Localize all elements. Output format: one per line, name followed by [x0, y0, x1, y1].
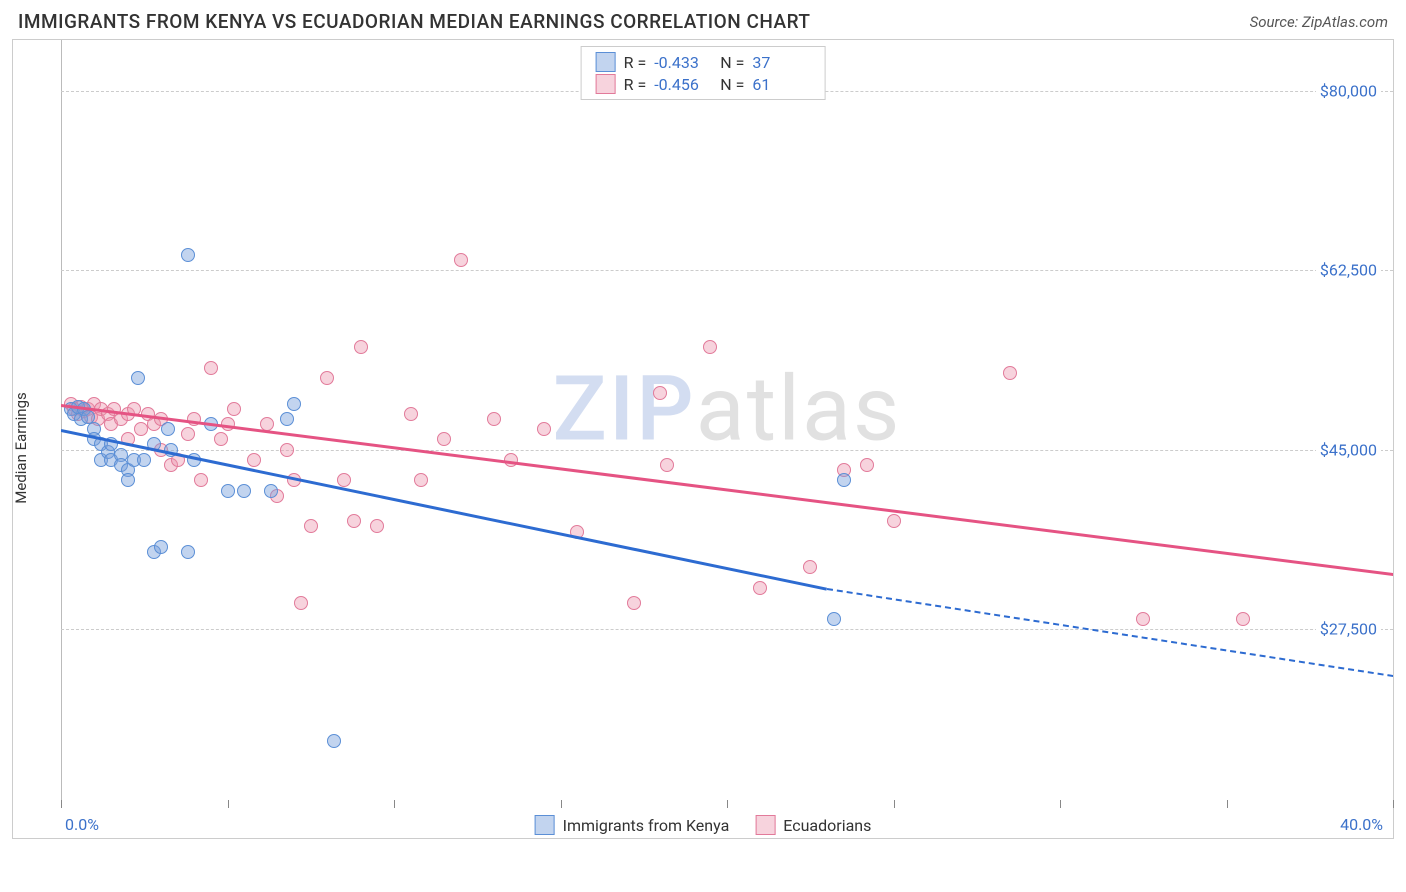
trend-line-dashed: [827, 588, 1393, 677]
x-tick: [61, 800, 62, 808]
data-point: [753, 581, 767, 595]
data-point: [653, 386, 667, 400]
data-point: [837, 473, 851, 487]
legend-swatch-ecuadorian: [755, 815, 775, 835]
legend-n-label: N =: [720, 75, 744, 94]
legend-swatch-ecuadorian: [596, 74, 616, 94]
grid-line: [61, 270, 1393, 271]
watermark-atlas: atlas: [696, 356, 902, 461]
data-point: [660, 458, 674, 472]
data-point: [414, 473, 428, 487]
data-point: [221, 484, 235, 498]
chart-title: IMMIGRANTS FROM KENYA VS ECUADORIAN MEDI…: [18, 10, 811, 33]
data-point: [487, 412, 501, 426]
legend-swatch-kenya: [596, 52, 616, 72]
data-point: [803, 560, 817, 574]
trend-line: [61, 404, 1393, 575]
x-tick: [1393, 800, 1394, 808]
y-axis-title: Median Earnings: [12, 392, 30, 503]
data-point: [247, 453, 261, 467]
data-point: [294, 596, 308, 610]
data-point: [404, 407, 418, 421]
data-point: [370, 519, 384, 533]
data-point: [1136, 612, 1150, 626]
grid-line: [61, 629, 1393, 630]
data-point: [1236, 612, 1250, 626]
data-point: [887, 514, 901, 528]
data-point: [627, 596, 641, 610]
y-tick-label: $80,000: [1316, 82, 1381, 101]
legend-r-label: R =: [624, 75, 647, 94]
data-point: [214, 432, 228, 446]
data-point: [121, 473, 135, 487]
data-point: [194, 473, 208, 487]
data-point: [154, 540, 168, 554]
x-axis-min-label: 0.0%: [65, 815, 99, 834]
data-point: [204, 361, 218, 375]
chart-source: Source: ZipAtlas.com: [1250, 13, 1388, 31]
data-point: [287, 397, 301, 411]
data-point: [181, 248, 195, 262]
data-point: [703, 340, 717, 354]
data-point: [181, 427, 195, 441]
data-point: [347, 514, 361, 528]
x-tick: [894, 800, 895, 808]
data-point: [264, 484, 278, 498]
legend-swatch-kenya: [535, 815, 555, 835]
x-tick: [394, 800, 395, 808]
x-tick: [1060, 800, 1061, 808]
legend-series: Immigrants from Kenya Ecuadorians: [535, 815, 872, 835]
data-point: [137, 453, 151, 467]
data-point: [131, 371, 145, 385]
chart-header: IMMIGRANTS FROM KENYA VS ECUADORIAN MEDI…: [0, 0, 1406, 39]
legend-label-ecuadorian: Ecuadorians: [783, 816, 871, 835]
data-point: [537, 422, 551, 436]
data-point: [161, 422, 175, 436]
x-tick: [727, 800, 728, 808]
data-point: [327, 734, 341, 748]
legend-item-kenya: Immigrants from Kenya: [535, 815, 730, 835]
grid-line: [61, 450, 1393, 451]
data-point: [827, 612, 841, 626]
x-tick: [228, 800, 229, 808]
data-point: [304, 519, 318, 533]
y-tick-label: $27,500: [1316, 619, 1381, 638]
data-point: [320, 371, 334, 385]
data-point: [860, 458, 874, 472]
legend-n-value-ecuadorian: 61: [752, 75, 810, 94]
data-point: [437, 432, 451, 446]
x-tick: [561, 800, 562, 808]
legend-stats-row: R = -0.433 N = 37: [596, 51, 811, 73]
legend-label-kenya: Immigrants from Kenya: [563, 816, 730, 835]
legend-n-label: N =: [720, 53, 744, 72]
legend-n-value-kenya: 37: [752, 53, 810, 72]
data-point: [280, 412, 294, 426]
data-point: [454, 253, 468, 267]
legend-r-label: R =: [624, 53, 647, 72]
legend-r-value-kenya: -0.433: [654, 53, 712, 72]
y-tick-label: $62,500: [1316, 261, 1381, 280]
data-point: [337, 473, 351, 487]
data-point: [280, 443, 294, 457]
data-point: [134, 422, 148, 436]
legend-item-ecuadorian: Ecuadorians: [755, 815, 871, 835]
legend-stats-row: R = -0.456 N = 61: [596, 73, 811, 95]
plot-area: ZIPatlas $27,500 $45,000 $62,500 $80,000: [61, 40, 1393, 808]
chart-container: Median Earnings ZIPatlas $27,500 $45,000 $…: [12, 39, 1394, 839]
x-tick: [1227, 800, 1228, 808]
watermark-zip: ZIP: [553, 356, 696, 461]
data-point: [354, 340, 368, 354]
data-point: [181, 545, 195, 559]
y-tick-label: $45,000: [1316, 440, 1381, 459]
legend-stats: R = -0.433 N = 37 R = -0.456 N = 61: [581, 46, 826, 100]
x-axis-max-label: 40.0%: [1340, 815, 1383, 834]
data-point: [237, 484, 251, 498]
watermark: ZIPatlas: [553, 356, 902, 461]
data-point: [227, 402, 241, 416]
data-point: [1003, 366, 1017, 380]
legend-r-value-ecuadorian: -0.456: [654, 75, 712, 94]
